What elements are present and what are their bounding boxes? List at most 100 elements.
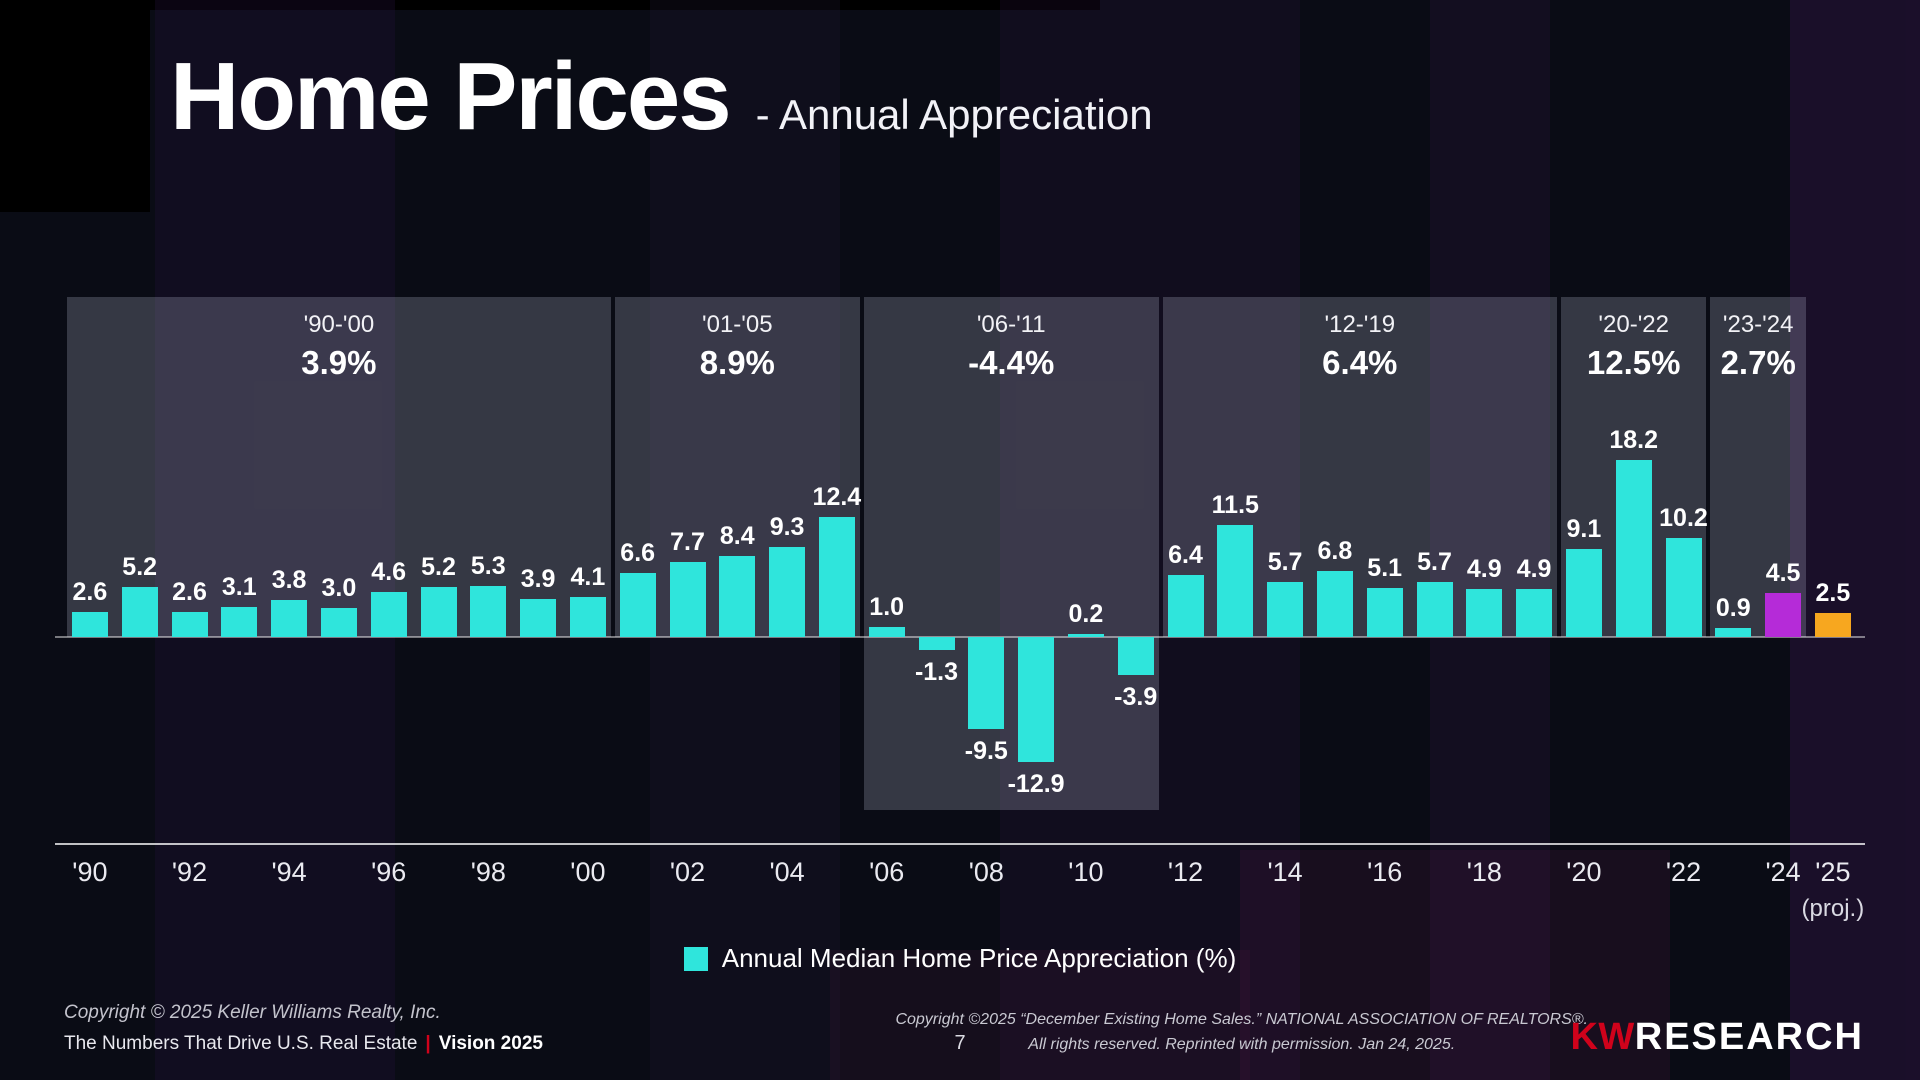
bar <box>1316 571 1353 637</box>
bar-value-label: 3.9 <box>520 565 556 594</box>
bar-value-label: 5.7 <box>1267 547 1303 576</box>
bar <box>818 516 855 637</box>
bar <box>918 637 955 650</box>
x-axis-label: '18 <box>1466 857 1502 887</box>
bar-value-label: 9.3 <box>769 512 805 541</box>
bar <box>1715 628 1752 637</box>
vision-label: Vision 2025 <box>438 1033 543 1054</box>
bar <box>1516 589 1553 637</box>
bar-value-label: 10.2 <box>1659 504 1708 533</box>
bar-value-label: 11.5 <box>1211 491 1259 520</box>
bar <box>1665 538 1702 637</box>
bar-value-label: 2.6 <box>172 577 207 606</box>
bar-value-label: 2.5 <box>1815 578 1851 607</box>
bar-value-label: 5.2 <box>122 552 158 581</box>
bar <box>769 546 806 637</box>
brand-kw: KW <box>1570 1016 1635 1058</box>
x-axis-label: '12 <box>1167 857 1204 887</box>
bar-value-label: 2.6 <box>72 577 108 606</box>
bar <box>171 611 208 637</box>
bar <box>520 599 557 637</box>
bar-value-label: -9.5 <box>964 737 1008 766</box>
background-decoration <box>0 0 150 212</box>
bar-value-label: 5.7 <box>1417 547 1452 576</box>
bar-value-label: 0.9 <box>1715 594 1751 623</box>
footer-left: Copyright © 2025 Keller Williams Realty,… <box>64 1002 543 1055</box>
bar-value-label: 7.7 <box>670 528 705 557</box>
bar <box>1565 548 1602 637</box>
bar-value-label: 3.8 <box>271 566 307 595</box>
bar <box>71 611 108 637</box>
background-decoration <box>1430 0 1550 1080</box>
bar-value-label: 4.9 <box>1516 555 1552 584</box>
bar-value-label: 5.3 <box>470 551 506 580</box>
bar <box>420 586 457 637</box>
period-average-value: 2.7% <box>1720 344 1796 381</box>
bar <box>1466 589 1503 637</box>
x-axis-label: '20 <box>1566 857 1602 887</box>
background-decoration <box>0 0 1100 10</box>
bar <box>669 562 706 637</box>
kw-research-logo: KWRESEARCH <box>1570 1016 1864 1059</box>
bar-value-label: -12.9 <box>1007 770 1065 799</box>
legend-swatch <box>683 946 708 971</box>
x-axis-label: '06 <box>869 857 905 887</box>
x-axis-label: '90 <box>72 857 108 887</box>
bar <box>1018 637 1055 763</box>
period-panel: '90-'00 3.9% <box>67 297 611 637</box>
period-average-value: 3.9% <box>301 344 377 381</box>
bar <box>271 600 308 637</box>
bar <box>1366 587 1403 637</box>
bar <box>1067 634 1104 637</box>
page-subtitle: - Annual Appreciation <box>755 91 1153 138</box>
bar-value-label: 5.1 <box>1367 553 1403 582</box>
bar-value-label: 4.1 <box>570 563 606 592</box>
bar <box>1267 581 1304 637</box>
brand-research: RESEARCH <box>1634 1016 1864 1058</box>
page-number: 7 <box>954 1032 966 1054</box>
background-decoration <box>155 0 395 1080</box>
bar <box>1117 637 1154 675</box>
bar <box>968 637 1005 730</box>
attribution-line1: Copyright ©2025 “December Existing Home … <box>895 1011 1588 1028</box>
period-range-label: '20-'22 <box>1598 311 1669 338</box>
background-decoration <box>650 0 840 1080</box>
x-axis-label: '94 <box>271 857 307 887</box>
x-axis-label: '10 <box>1068 857 1104 887</box>
bar-value-label: 5.2 <box>421 552 456 581</box>
bar-value-label: 6.8 <box>1317 537 1353 566</box>
x-axis-label: '04 <box>769 857 805 887</box>
bar <box>370 592 407 637</box>
footer-tagline: The Numbers That Drive U.S. Real Estate |… <box>64 1033 543 1055</box>
bar <box>320 607 357 637</box>
bar <box>1765 593 1802 637</box>
bar-value-label: 3.0 <box>321 573 357 602</box>
x-axis-label: '08 <box>968 857 1004 887</box>
page-title: Home Prices <box>170 43 732 150</box>
attribution-line2: All rights reserved. Reprinted with perm… <box>1028 1035 1456 1053</box>
bar-value-label: 6.4 <box>1168 540 1203 569</box>
bar-value-label: 4.9 <box>1466 555 1502 584</box>
chart-legend: Annual Median Home Price Appreciation (%… <box>0 943 1920 974</box>
x-axis-label: '16 <box>1367 857 1403 887</box>
bar <box>719 555 756 637</box>
bar <box>868 627 905 637</box>
background-decoration <box>830 950 1250 1080</box>
period-range-label: '12-'19 <box>1324 311 1396 338</box>
period-panel: '06-'11 -4.4% <box>863 297 1159 810</box>
x-axis-label: '22 <box>1665 857 1702 887</box>
period-range-label: '90-'00 <box>303 311 375 338</box>
period-average-value: -4.4% <box>968 344 1055 381</box>
copyright-kw: Copyright © 2025 Keller Williams Realty,… <box>64 1002 441 1023</box>
period-range-label: '23-'24 <box>1722 311 1794 338</box>
x-axis-label: '92 <box>171 857 208 887</box>
bar-value-label: 12.4 <box>812 482 862 511</box>
bar-value-label: 8.4 <box>719 521 755 550</box>
bar <box>1416 581 1453 637</box>
bar-value-label: 4.6 <box>371 558 407 587</box>
bar <box>121 586 158 637</box>
period-average-value: 8.9% <box>699 344 775 381</box>
bar <box>569 597 606 637</box>
